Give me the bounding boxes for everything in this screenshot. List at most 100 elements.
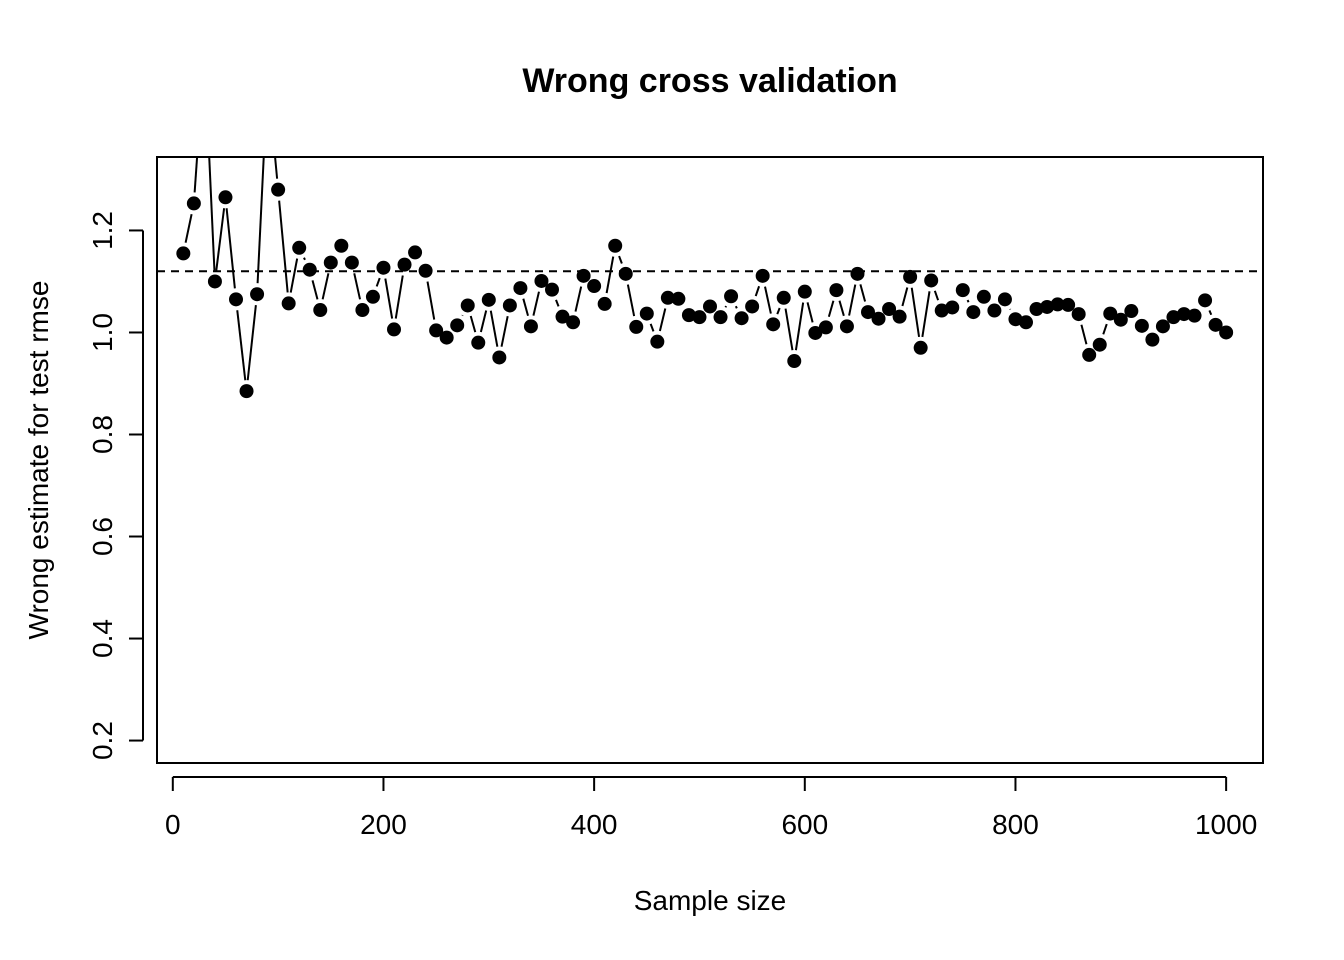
series-line-segment [1102,323,1108,335]
x-tick-label: 1000 [1195,809,1257,840]
y-tick-label: 1.2 [87,211,118,250]
data-point [608,238,623,253]
data-point [1124,304,1139,319]
x-tick-label: 0 [165,809,181,840]
data-point [481,292,496,307]
data-point [882,302,897,317]
data-point [313,303,328,318]
data-point [1019,315,1033,330]
data-point [829,283,844,298]
series-line-segment [764,286,772,314]
data-point [502,298,517,313]
data-point [1155,319,1170,334]
data-point [1219,325,1234,340]
data-point [387,322,401,337]
series-line-segment [966,299,970,303]
series-line-segment [649,323,655,332]
data-point [1145,332,1160,347]
data-point [1113,312,1128,327]
data-point [1071,307,1086,322]
data-point [639,306,654,321]
data-point [1092,337,1107,352]
data-point [1050,297,1065,312]
series-line-segment [384,278,394,319]
series-line-segment [303,257,306,261]
series-line-segment [321,273,330,300]
data-point [176,246,191,261]
data-point [323,255,338,270]
data-point [787,354,802,369]
series-line-segment [479,310,488,333]
data-point [587,279,602,294]
data-point [261,70,275,84]
data-point [1187,308,1202,323]
data-point [460,298,475,313]
data-point [218,190,233,205]
series-line-segment [838,300,845,317]
data-point [913,340,928,355]
data-point [871,311,886,326]
data-point [987,303,1002,318]
data-point [439,330,454,345]
data-point [681,308,696,323]
data-point [1208,317,1223,332]
series-line-segment [859,284,867,302]
series-line-segment [776,307,781,315]
y-tick-label: 0.8 [87,415,118,454]
series-line-segment [574,286,583,312]
data-point [892,309,907,324]
data-point [955,283,970,298]
series-line-segment [910,287,921,338]
data-point [650,334,665,349]
data-point [344,255,359,270]
data-point [703,299,717,314]
data-point [924,273,939,288]
x-tick-label: 400 [571,809,618,840]
data-point [471,335,486,350]
series-line-segment [658,308,667,332]
data-point [250,287,265,302]
series-line-segment [208,157,216,271]
data-point [903,269,918,284]
series-line-segment [1080,324,1088,345]
data-point [808,325,823,340]
series-line-segment [394,275,404,319]
data-point [713,310,728,325]
data-point [976,289,991,304]
data-point [818,320,833,335]
series-line-segment [522,298,529,317]
data-point [724,289,739,304]
series-line-segment [921,291,931,338]
series-line-segment [225,208,236,289]
series-line-segment [605,256,615,294]
data-point [355,303,370,318]
data-point [945,300,960,315]
plot-frame [156,156,1264,764]
data-point [365,289,380,304]
series-line-segment [724,305,728,308]
series-line-segment [193,157,199,193]
series-line-segment [734,305,738,309]
data-point [429,323,444,338]
y-tick-label: 0.6 [87,517,118,556]
data-point [1061,297,1076,312]
data-point [397,257,412,272]
y-tick-label: 0.2 [87,721,118,760]
data-point [207,274,222,289]
series-line-segment [626,284,636,317]
data-point [671,291,686,306]
data-point [861,305,875,320]
series-line-segment [375,277,381,287]
data-point [376,260,391,275]
series-line-segment [532,291,540,316]
data-point [734,311,749,326]
series-line-segment [933,290,940,301]
series-line-segment [236,310,247,381]
data-point [997,292,1012,307]
x-tick-label: 800 [992,809,1039,840]
data-point [1008,312,1023,327]
data-point [334,238,349,253]
data-point [450,318,465,333]
chart-title: Wrong cross validation [522,62,897,100]
data-point [1029,302,1044,317]
